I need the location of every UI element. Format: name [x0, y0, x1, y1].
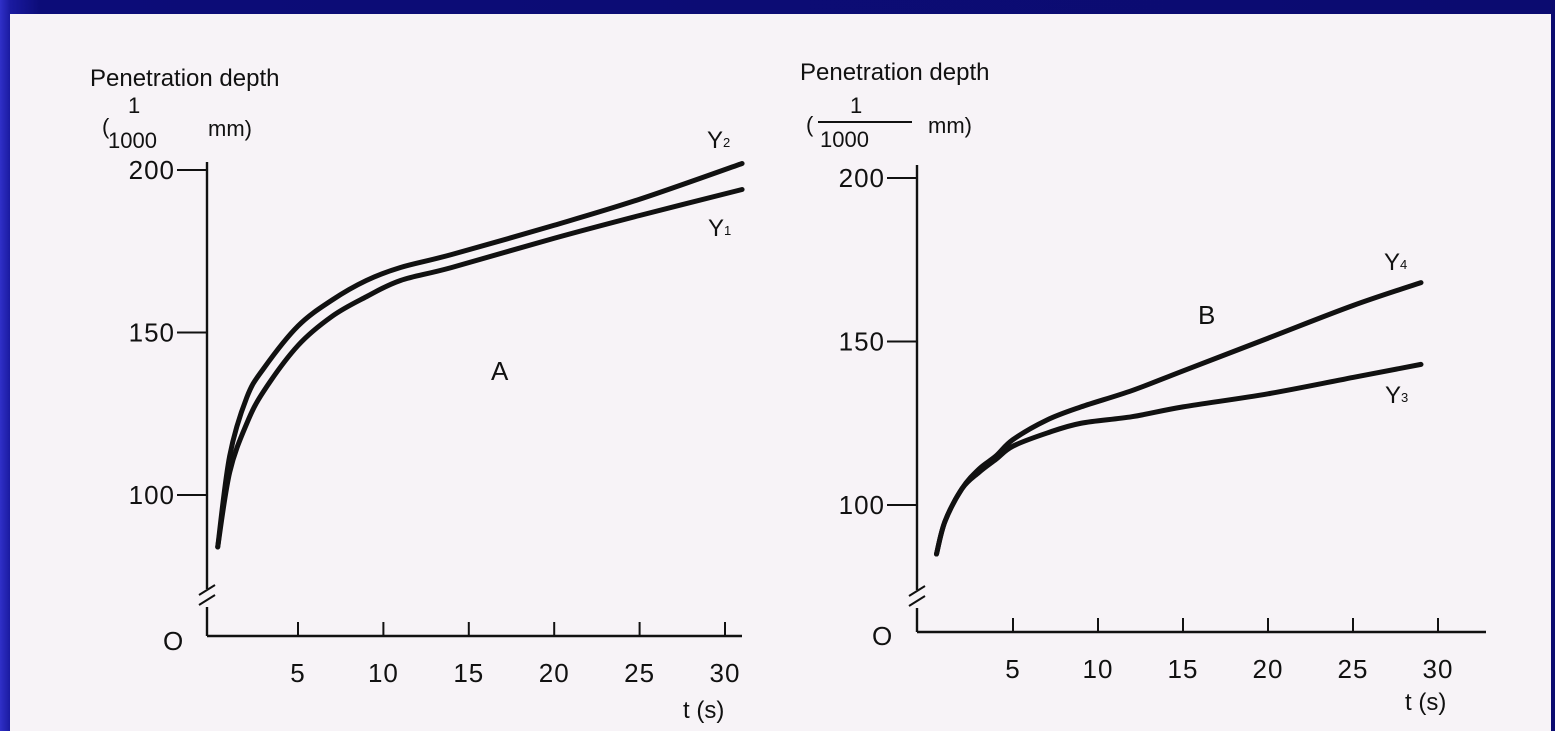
panel-right: Penetration depth ( 1 1000 mm) O t (s) B…	[800, 59, 1486, 716]
y-tick-label: 150	[129, 318, 175, 348]
y-tick-label: 100	[839, 490, 885, 520]
y-unit-numerator: 1	[850, 93, 862, 118]
y-tick-label: 200	[839, 163, 885, 193]
y-tick-label: 150	[839, 327, 885, 357]
x-axis-title: t (s)	[683, 697, 724, 724]
x-tick-label: 30	[710, 658, 741, 688]
x-tick-label: 20	[1253, 654, 1284, 684]
series-label-y1: Y1	[708, 215, 731, 242]
y-axis-break-mark	[908, 585, 926, 607]
y-unit-numerator: 1	[128, 93, 140, 118]
y-tick-label: 100	[129, 480, 175, 510]
series-line-y3	[934, 361, 1424, 557]
y-unit-open-paren: (	[102, 114, 110, 139]
x-tick-label: 30	[1423, 654, 1454, 684]
x-tick-label: 15	[1168, 654, 1199, 684]
region-annotation: B	[1198, 300, 1216, 330]
x-tick-label: 10	[368, 658, 399, 688]
y-unit-label: ( 1 1000 mm)	[102, 93, 252, 153]
y-axis-title: Penetration depth	[800, 59, 989, 86]
x-tick-label: 5	[1005, 654, 1020, 684]
scanned-figure-sheet	[10, 14, 1551, 731]
region-annotation: A	[491, 356, 509, 386]
y-unit-label: ( 1 1000 mm)	[806, 93, 972, 152]
y-unit-mm: mm)	[208, 116, 252, 141]
x-tick-label: 20	[539, 658, 570, 688]
origin-label: O	[872, 621, 893, 651]
x-tick-label: 5	[290, 658, 305, 688]
series-label-y4: Y4	[1384, 249, 1407, 276]
series-label-y2: Y2	[707, 127, 730, 154]
x-tick-label: 25	[1338, 654, 1369, 684]
series-line-y4	[934, 280, 1424, 557]
x-axis-title: t (s)	[1405, 689, 1446, 716]
panel-left: Penetration depth ( 1 1000 mm) O t (s) A…	[90, 65, 745, 724]
series-label-y3: Y3	[1385, 382, 1408, 409]
origin-label: O	[163, 626, 184, 656]
y-axis-break-mark	[198, 584, 216, 606]
y-unit-denominator: 1000	[108, 128, 157, 153]
y-unit-mm: mm)	[928, 113, 972, 138]
x-tick-label: 25	[624, 658, 655, 688]
series-line-y2	[215, 161, 745, 550]
series-line-y1	[215, 187, 745, 550]
x-tick-label: 15	[453, 658, 484, 688]
y-unit-denominator: 1000	[820, 127, 869, 152]
y-unit-open-paren: (	[806, 112, 814, 137]
x-tick-label: 10	[1083, 654, 1114, 684]
y-tick-label: 200	[129, 155, 175, 185]
y-axis-title: Penetration depth	[90, 65, 279, 92]
